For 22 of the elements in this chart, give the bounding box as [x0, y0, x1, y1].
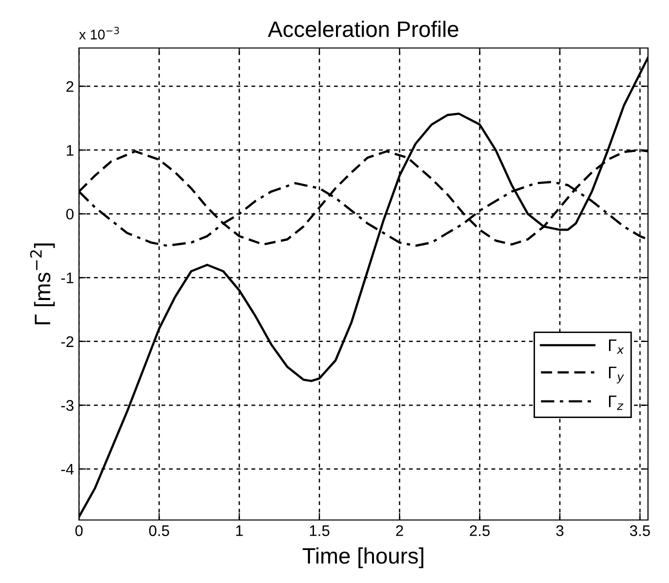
- y-tick-label: 1: [66, 145, 74, 156]
- y-tick-label: 0: [66, 208, 74, 220]
- legend-label: Γ$_{x}$: [609, 340, 624, 354]
- x-tick-label: 1.5: [310, 525, 330, 536]
- y-tick-label: -2: [61, 336, 74, 347]
- x-tick-label: 0.5: [149, 525, 170, 536]
- y-tick-label: -4: [61, 464, 74, 475]
- x-tick-label: 3: [556, 525, 564, 536]
- y-tick-label: 2: [66, 81, 74, 92]
- x-tick-label: 1: [236, 525, 243, 536]
- x-axis-title: Time [hours]: [302, 547, 424, 568]
- y-tick-label: -1: [61, 272, 74, 284]
- x-tick-label: 2: [396, 525, 404, 536]
- text: x 10$^{−3}$: [79, 26, 119, 40]
- legend-label: Γ$_{y}$: [609, 366, 624, 384]
- legend-label: Γ$_{z}$: [609, 396, 624, 410]
- chart-title: Acceleration Profile: [268, 20, 458, 38]
- y-axis-title: Γ [ms$^{−2}$]: [30, 244, 55, 324]
- x-tick-label: 0: [75, 525, 83, 536]
- y-tick-label: -3: [61, 400, 74, 411]
- x-tick-label: 3.5: [630, 525, 650, 536]
- x-tick-label: 2.5: [470, 525, 490, 536]
